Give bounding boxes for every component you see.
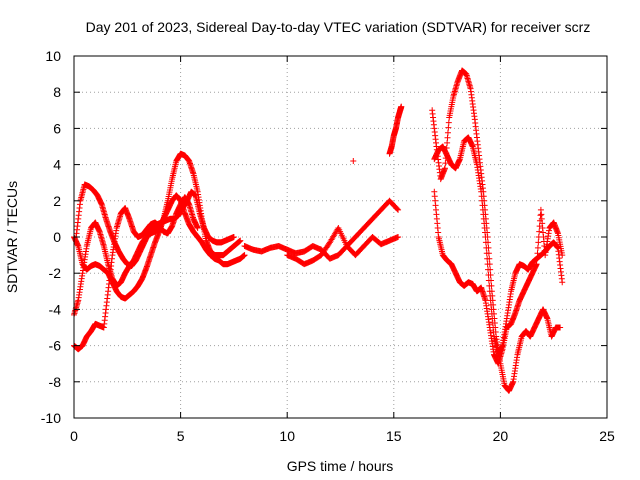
data-points-layer: [71, 67, 566, 394]
data-point: [557, 324, 564, 331]
data-point-trace: [484, 255, 491, 262]
y-tick-label: -8: [49, 374, 62, 390]
data-point-trace: [534, 255, 541, 262]
y-tick-label: 6: [53, 120, 61, 136]
x-tick-label: 20: [493, 428, 509, 444]
ticks-layer: [73, 55, 608, 419]
y-tick-label: 8: [53, 84, 61, 100]
data-point-trace: [444, 134, 451, 141]
data-point: [482, 234, 489, 240]
data-point: [395, 234, 402, 240]
data-point-trace: [485, 277, 492, 284]
data-point-trace: [534, 244, 541, 251]
x-axis-title: GPS time / hours: [287, 458, 394, 474]
y-tick-label: -10: [41, 410, 61, 426]
data-point-trace: [482, 239, 489, 246]
y-tick-label: 2: [53, 193, 61, 209]
data-point-trace: [534, 250, 541, 257]
y-axis-title: SDTVAR / TECUs: [4, 181, 20, 293]
data-point-trace: [444, 139, 451, 146]
data-point: [441, 165, 448, 172]
chart-title: Day 201 of 2023, Sidereal Day-to-day VTE…: [86, 19, 591, 35]
y-tick-label: -2: [49, 265, 62, 281]
y-tick-labels: -10 -8 -6 -4 -2 0 2 4 6 8 10: [41, 48, 61, 426]
y-tick-label: 4: [53, 157, 61, 173]
data-point-trace: [483, 250, 490, 257]
data-point: [230, 234, 237, 240]
y-tick-label: -6: [49, 338, 62, 354]
data-point: [350, 157, 357, 164]
data-point: [559, 279, 566, 286]
data-point-trace: [445, 124, 452, 131]
data-point: [395, 206, 402, 213]
x-tick-label: 5: [177, 428, 185, 444]
data-point: [398, 103, 405, 110]
y-tick-label: -4: [49, 301, 62, 317]
data-point-trace: [394, 205, 401, 212]
data-point-trace: [536, 228, 543, 235]
data-point-trace: [445, 119, 452, 126]
x-tick-label: 25: [599, 428, 615, 444]
data-point: [194, 224, 201, 231]
data-point-trace: [483, 244, 490, 251]
data-point-trace: [442, 160, 449, 167]
x-tick-label: 10: [279, 428, 295, 444]
data-point-trace: [486, 282, 493, 289]
x-tick-label: 0: [70, 428, 78, 444]
data-point: [241, 252, 248, 259]
data-point-trace: [484, 261, 491, 268]
x-tick-label: 15: [386, 428, 402, 444]
data-point-trace: [485, 266, 492, 273]
data-point: [559, 252, 566, 259]
data-point-trace: [444, 129, 451, 136]
data-point-trace: [537, 212, 544, 219]
data-point: [533, 261, 540, 268]
data-point-trace: [485, 272, 492, 279]
x-tick-labels: 0 5 10 15 20 25: [70, 428, 615, 444]
y-tick-label: 0: [53, 229, 61, 245]
y-tick-label: 10: [45, 48, 61, 64]
data-point-trace: [535, 239, 542, 246]
data-point: [237, 237, 244, 244]
grid-layer: [74, 56, 607, 418]
